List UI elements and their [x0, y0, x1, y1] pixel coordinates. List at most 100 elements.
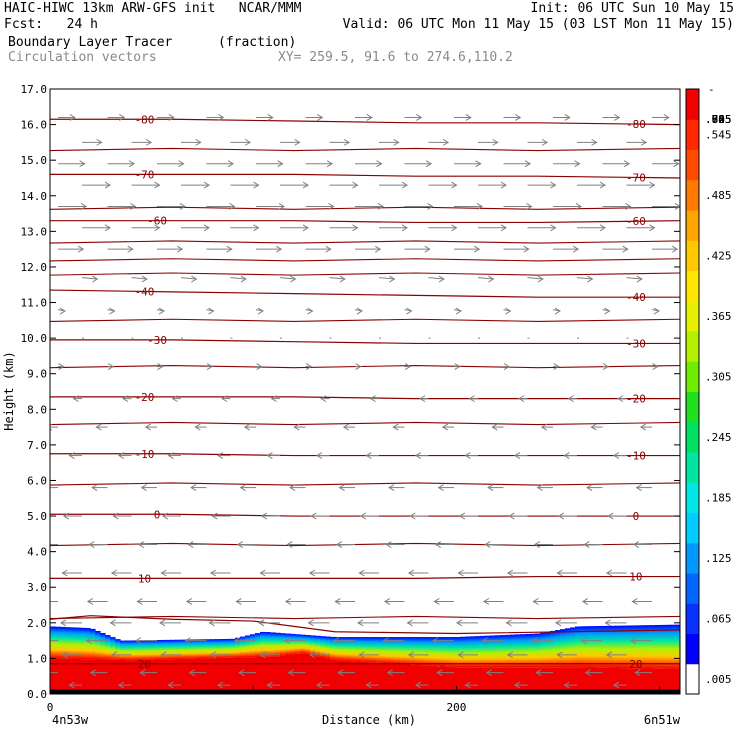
tracer-column-core	[560, 667, 566, 694]
wind-vector-head	[208, 307, 215, 315]
wind-vector-head	[333, 637, 340, 645]
y-tick-label: 5.0	[27, 510, 47, 523]
tracer-column	[135, 640, 141, 661]
wind-vector-head	[294, 138, 301, 146]
wind-vector-head	[634, 669, 641, 677]
wind-vector-head	[130, 203, 137, 210]
tracer-column	[400, 637, 406, 665]
wind-vector-head	[563, 681, 570, 689]
tracer-column-core	[545, 667, 551, 694]
tracer-column-core	[530, 667, 536, 694]
wind-vector-head	[243, 423, 251, 431]
tracer-column	[305, 635, 311, 654]
wind-vector-head	[135, 637, 142, 645]
tracer-column-core	[95, 659, 101, 694]
contour-label: 20	[629, 658, 642, 671]
wind-vector-head	[122, 395, 129, 403]
tracer-column	[180, 639, 186, 659]
wind-vector-head	[342, 423, 350, 431]
wind-vector-head	[278, 203, 285, 210]
wind-vector-head	[85, 637, 92, 645]
wind-vector-head	[253, 181, 260, 189]
wind-vector-head	[385, 541, 392, 548]
y-tick-label: 11.0	[21, 297, 48, 310]
wind-vector-head	[216, 452, 224, 459]
tracer-column	[390, 637, 396, 664]
wind-vector-head	[623, 160, 631, 168]
wind-vector-head	[564, 114, 571, 121]
temperature-contour	[50, 118, 680, 126]
wind-vector-head	[492, 138, 499, 146]
tracer-column	[515, 634, 521, 668]
wind-vector-head	[407, 651, 415, 659]
wind-vector-head	[389, 275, 396, 283]
colorbar-label: .005	[705, 673, 732, 686]
wind-vector-head	[437, 484, 444, 492]
wind-vector-head	[583, 541, 590, 548]
tracer-column	[675, 624, 680, 670]
wind-vector-head	[209, 651, 217, 659]
wind-vector-head	[631, 598, 638, 605]
tracer-column	[395, 637, 401, 664]
tracer-column	[275, 632, 281, 657]
temperature-contour	[50, 615, 680, 620]
wind-vector-head	[187, 541, 194, 548]
wind-vector-head	[160, 569, 167, 577]
wind-vector	[230, 277, 246, 280]
tracer-column	[660, 624, 666, 669]
wind-vector-head	[308, 569, 316, 577]
wind-vector-head	[209, 569, 217, 577]
contour-label: -30	[626, 337, 646, 350]
colorbar-label: .305	[705, 370, 732, 383]
wind-vector-head	[259, 651, 266, 659]
wind-vector-head	[635, 484, 642, 492]
wind-vector-head	[652, 363, 659, 371]
tracer-column	[125, 640, 131, 661]
tracer-column-core	[110, 659, 116, 694]
tracer-column-core	[145, 659, 151, 694]
wind-vector-head	[86, 598, 94, 605]
tracer-column-core	[235, 657, 241, 694]
wind-vector-head	[284, 598, 292, 605]
wind-vector-head	[524, 160, 532, 168]
wind-vector-head	[487, 484, 494, 492]
wind-vector-head	[550, 181, 557, 189]
wind-vector-head	[308, 651, 316, 659]
boundary-layer-tracer-field	[50, 624, 680, 694]
tracer-column-core	[410, 664, 416, 694]
y-tick-label: 2.0	[27, 617, 47, 630]
tracer-column	[255, 633, 261, 658]
wind-vector-head	[612, 452, 620, 459]
wind-vector-head	[277, 160, 284, 168]
tracer-column	[535, 633, 541, 668]
wind-vector-head	[253, 224, 260, 232]
tracer-column-core	[510, 667, 516, 694]
x-axis: 0 200	[47, 686, 661, 714]
tracer-column	[185, 639, 191, 659]
tracer-column	[230, 638, 236, 658]
colorbar-swatch	[686, 89, 699, 120]
wind-vector-head	[352, 181, 359, 189]
wind-vector-head	[458, 512, 466, 520]
tracer-column	[320, 636, 326, 658]
tracer-column-core	[325, 658, 331, 694]
tracer-column-core	[640, 668, 646, 694]
tracer-column	[360, 637, 366, 662]
temperature-contour	[50, 258, 680, 262]
wind-vector-head	[632, 541, 640, 548]
wind-vector-head	[376, 160, 383, 168]
wind-vector	[329, 277, 345, 280]
tracer-column	[505, 634, 511, 668]
wind-vector-head	[604, 307, 611, 315]
tracer-column-core	[225, 657, 231, 694]
tracer-column-core	[570, 667, 576, 694]
contour-label: -60	[147, 215, 167, 228]
tracer-column-core	[340, 660, 346, 694]
tracer-column	[600, 625, 606, 668]
tracer-column-core	[285, 655, 291, 694]
wind-vector-head	[80, 203, 87, 210]
wind-vector-head	[293, 423, 300, 431]
tracer-column-core	[400, 664, 406, 694]
tracer-column	[560, 629, 566, 668]
